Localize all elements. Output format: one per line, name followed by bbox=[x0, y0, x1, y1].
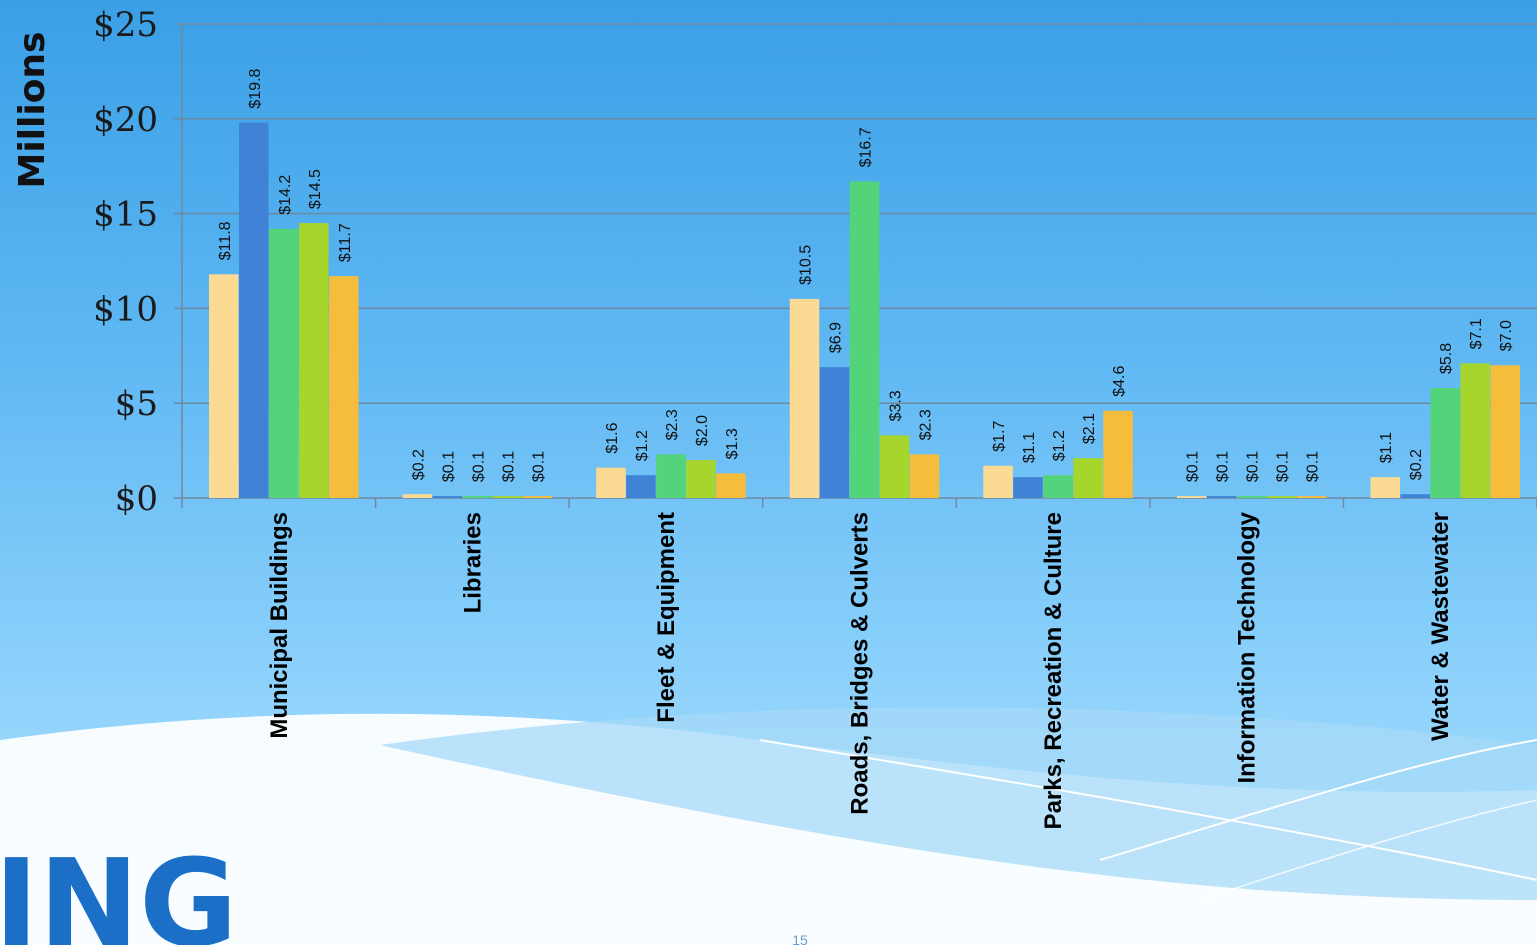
bar bbox=[299, 223, 329, 498]
y-tick-label: $20 bbox=[93, 100, 158, 140]
slide-number: 15 bbox=[792, 932, 808, 945]
bar bbox=[1266, 496, 1297, 498]
bar bbox=[1460, 363, 1490, 498]
y-tick-label: $0 bbox=[115, 479, 158, 519]
y-tick-label: $15 bbox=[93, 195, 158, 235]
bar bbox=[983, 465, 1013, 498]
y-tick-label: $5 bbox=[115, 384, 158, 424]
bar bbox=[1236, 496, 1267, 498]
bar bbox=[432, 496, 463, 498]
data-label: $6.9 bbox=[828, 322, 845, 353]
data-label: $1.3 bbox=[724, 428, 741, 459]
data-label: $1.6 bbox=[604, 422, 621, 453]
data-label: $1.7 bbox=[991, 421, 1008, 452]
bar bbox=[239, 122, 269, 498]
data-label: $1.1 bbox=[1021, 432, 1038, 463]
category-label: Fleet & Equipment bbox=[653, 512, 680, 723]
bar bbox=[686, 460, 716, 498]
data-label: $10.5 bbox=[798, 245, 815, 285]
category-label: Parks, Recreation & Culture bbox=[1040, 512, 1067, 829]
bar bbox=[402, 494, 433, 498]
bar bbox=[492, 496, 523, 498]
category-label: Libraries bbox=[459, 512, 486, 613]
data-label: $0.1 bbox=[440, 451, 457, 482]
category-label: Municipal Buildings bbox=[266, 512, 293, 739]
bar bbox=[209, 274, 239, 498]
data-label: $2.1 bbox=[1081, 413, 1098, 444]
data-label: $11.8 bbox=[217, 221, 234, 260]
bar bbox=[909, 454, 940, 498]
bar bbox=[789, 298, 820, 498]
data-label: $5.8 bbox=[1438, 343, 1455, 374]
bar bbox=[1370, 477, 1400, 498]
data-label: $16.7 bbox=[858, 127, 875, 167]
bar bbox=[1013, 477, 1043, 498]
data-label: $0.2 bbox=[410, 449, 427, 480]
bar bbox=[596, 467, 626, 498]
bar bbox=[1206, 496, 1237, 498]
data-label: $0.1 bbox=[1215, 451, 1232, 482]
bar bbox=[1430, 388, 1460, 498]
bar bbox=[656, 454, 686, 498]
data-label: $7.0 bbox=[1498, 320, 1515, 351]
data-label: $7.1 bbox=[1468, 318, 1485, 349]
y-tick-label: $25 bbox=[93, 5, 158, 45]
data-label: $1.2 bbox=[1051, 430, 1068, 461]
bar bbox=[849, 181, 880, 499]
data-label: $0.1 bbox=[1245, 451, 1262, 482]
data-label: $14.2 bbox=[277, 175, 294, 215]
data-label: $11.7 bbox=[337, 223, 354, 262]
data-label: $0.1 bbox=[470, 451, 487, 482]
data-label: $0.1 bbox=[1275, 451, 1292, 482]
bar bbox=[1103, 410, 1133, 498]
bar bbox=[879, 435, 910, 498]
data-label: $2.3 bbox=[664, 409, 681, 440]
bar bbox=[1296, 496, 1327, 498]
bar bbox=[1490, 365, 1520, 498]
data-label: $0.1 bbox=[1305, 451, 1322, 482]
y-tick-label: $10 bbox=[93, 289, 158, 329]
bar bbox=[1073, 458, 1103, 498]
bar bbox=[716, 473, 746, 498]
category-label: Water & Wastewater bbox=[1427, 512, 1454, 741]
bar bbox=[329, 276, 359, 498]
bar bbox=[269, 228, 299, 498]
data-label: $0.1 bbox=[500, 451, 517, 482]
bar bbox=[626, 475, 656, 498]
data-label: $2.3 bbox=[918, 409, 935, 440]
bar bbox=[522, 496, 553, 498]
data-label: $1.1 bbox=[1378, 432, 1395, 463]
data-label: $0.1 bbox=[530, 451, 547, 482]
data-label: $14.5 bbox=[307, 169, 324, 209]
data-label: $19.8 bbox=[247, 68, 264, 108]
bar bbox=[462, 496, 493, 498]
data-label: $0.2 bbox=[1408, 449, 1425, 480]
data-label: $2.0 bbox=[694, 415, 711, 446]
category-label: Information Technology bbox=[1234, 511, 1261, 783]
data-label: $0.1 bbox=[1185, 451, 1202, 482]
data-label: $4.6 bbox=[1111, 366, 1128, 397]
y-axis-title: Millions bbox=[12, 32, 53, 189]
bar bbox=[819, 367, 850, 498]
data-label: $1.2 bbox=[634, 430, 651, 461]
logo-text: ING bbox=[0, 835, 238, 945]
category-label: Roads, Bridges & Culverts bbox=[847, 512, 874, 815]
bar bbox=[1400, 494, 1430, 498]
data-label: $3.3 bbox=[888, 390, 905, 421]
bar bbox=[1176, 496, 1207, 498]
bar bbox=[1043, 475, 1073, 498]
